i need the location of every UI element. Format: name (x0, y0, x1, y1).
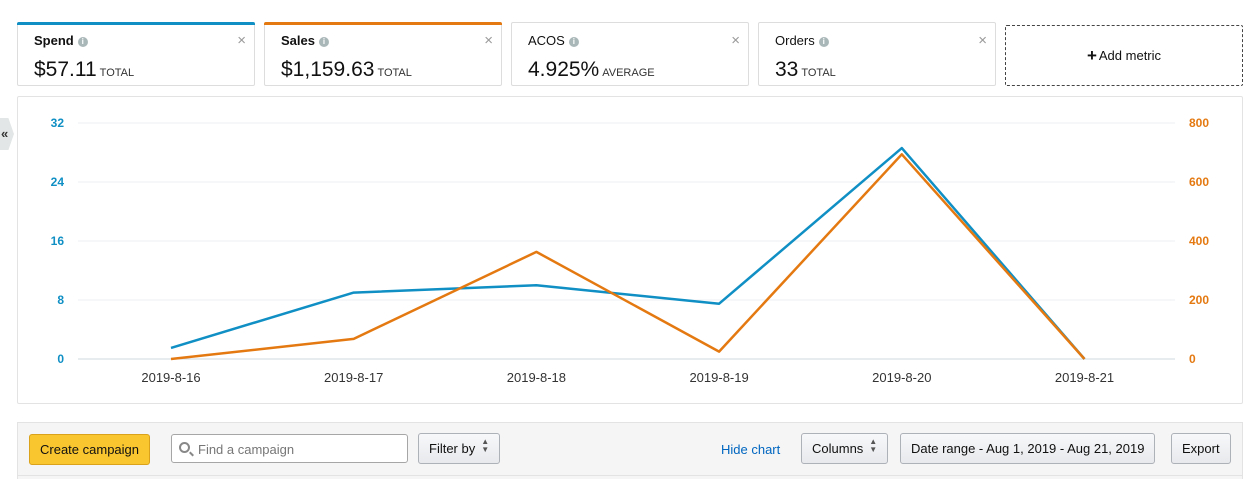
chart-canvas: 32 800 24 600 16 400 8 200 0 0 2019-8-16 2019-8-17 2… (51, 116, 1210, 385)
x-tick-label: 2019-8-21 (1055, 370, 1114, 385)
metric-card-acos[interactable]: ACOS i × 4.925% AVERAGE (511, 22, 749, 86)
metric-unit: TOTAL (99, 67, 135, 79)
y-right-tick-label: 800 (1189, 116, 1209, 130)
campaign-toolbar: Create campaign Filter by▲▼ Hide chart C… (17, 422, 1243, 479)
search-input[interactable] (198, 439, 398, 459)
create-campaign-button[interactable]: Create campaign (29, 434, 150, 465)
metric-card-orders[interactable]: Orders i × 33 TOTAL (758, 22, 996, 86)
close-icon[interactable]: × (731, 32, 740, 49)
y-right-tick-label: 400 (1189, 234, 1209, 248)
metric-unit: TOTAL (377, 67, 412, 79)
x-tick-label: 2019-8-16 (141, 370, 200, 385)
y-left-tick-label: 8 (57, 293, 64, 307)
campaign-search[interactable] (171, 434, 408, 463)
sort-caret-icon: ▲ ▼ (481, 437, 490, 454)
add-metric-button[interactable]: + Add metric (1005, 25, 1243, 86)
x-tick-label: 2019-8-19 (689, 370, 748, 385)
metric-title: ACOS i (528, 33, 579, 48)
metric-unit: AVERAGE (602, 67, 655, 79)
y-left-tick-label: 0 (57, 352, 64, 366)
export-button[interactable]: Export (1171, 433, 1231, 464)
metric-card-spend[interactable]: Spend i × $57.11 TOTAL (17, 22, 255, 86)
metric-color-bar (264, 22, 502, 25)
y-left-tick-label: 16 (51, 234, 65, 248)
metric-title: Sales i (281, 33, 329, 48)
x-tick-label: 2019-8-18 (507, 370, 566, 385)
metric-card-sales[interactable]: Sales i × $1,159.63 TOTAL (264, 22, 502, 86)
y-right-tick-label: 0 (1189, 352, 1196, 366)
hide-chart-link[interactable]: Hide chart (721, 442, 781, 457)
date-range-button[interactable]: Date range - Aug 1, 2019 - Aug 21, 2019 (900, 433, 1156, 464)
close-icon[interactable]: × (978, 32, 987, 49)
metric-value: 4.925% AVERAGE (528, 58, 655, 81)
metric-title: Orders i (775, 33, 829, 48)
info-icon[interactable]: i (568, 37, 579, 47)
metric-cards: Spend i × $57.11 TOTAL Sales i × $1,159.63 T… (17, 22, 1243, 86)
sort-caret-icon: ▲ ▼ (869, 437, 878, 454)
search-icon (179, 442, 190, 453)
y-left-tick-label: 24 (51, 175, 65, 189)
y-right-tick-label: 200 (1189, 293, 1209, 307)
y-right-tick-label: 600 (1189, 175, 1209, 189)
sidebar-collapse-toggle[interactable]: « (0, 118, 14, 150)
info-icon[interactable]: i (77, 37, 88, 47)
plus-icon: + (1086, 46, 1097, 65)
performance-chart: 32 800 24 600 16 400 8 200 0 0 2019-8-16 2019-8-17 2… (17, 96, 1243, 404)
x-tick-label: 2019-8-17 (324, 370, 383, 385)
metric-value: $57.11 TOTAL (34, 58, 135, 81)
columns-button[interactable]: Columns ▲ ▼ (801, 433, 889, 464)
series-line-spend (170, 146, 1086, 360)
filter-by-button[interactable]: Filter by ▲ ▼ (418, 433, 501, 464)
close-icon[interactable]: × (484, 32, 493, 49)
info-icon[interactable]: i (818, 37, 829, 47)
metric-value: 33 TOTAL (775, 58, 836, 81)
metric-color-bar (17, 22, 255, 25)
x-tick-label: 2019-8-20 (872, 370, 931, 385)
close-icon[interactable]: × (237, 32, 246, 49)
y-left-tick-label: 32 (51, 116, 65, 130)
table-header-divider (18, 475, 1242, 479)
metric-title: Spend i (34, 33, 88, 48)
series-line-sales (170, 153, 1086, 361)
info-icon[interactable]: i (318, 37, 329, 47)
metric-unit: TOTAL (801, 67, 836, 79)
metric-value: $1,159.63 TOTAL (281, 58, 412, 81)
